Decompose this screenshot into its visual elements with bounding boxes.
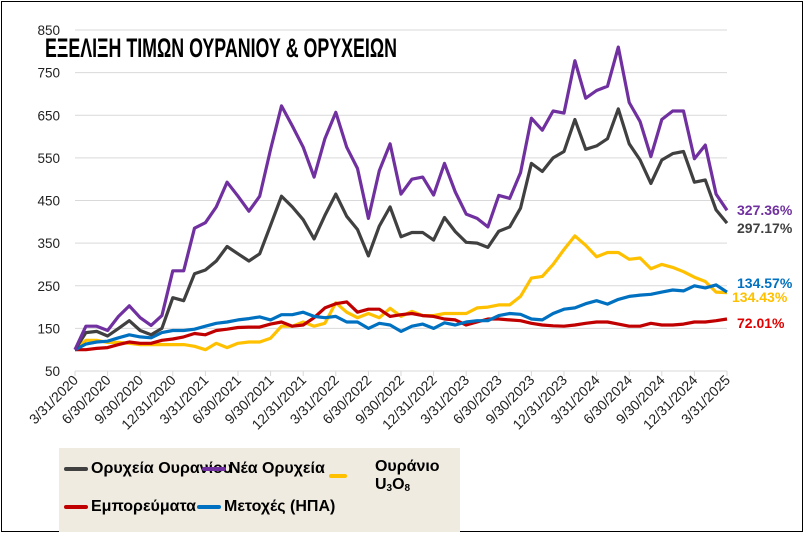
legend-swatch — [202, 467, 226, 471]
y-tick-label: 150 — [37, 321, 60, 336]
legend-label: Εμπορεύματα — [91, 498, 196, 515]
y-tick-label: 350 — [37, 236, 60, 251]
series-line — [74, 283, 728, 352]
end-value-labels: 297.17% 327.36% 134.43% 72.01% 134.57% — [732, 202, 793, 331]
series-line — [73, 45, 729, 351]
end-value-label: 134.57% — [737, 275, 793, 291]
gridlines — [75, 29, 727, 372]
y-axis: 850 750 650 550 450 350 250 150 50 — [37, 23, 60, 379]
chart-title: ΕΞΕΛΙΞΗ ΤΙΜΩΝ ΟΥΡΑΝΙΟΥ & ΟΡΥΧΕΙΩΝ — [45, 33, 397, 63]
legend-swatch — [197, 505, 221, 509]
series-line — [73, 107, 729, 351]
y-tick-label: 450 — [37, 194, 60, 209]
legend-swatch — [329, 474, 347, 478]
end-value-label: 327.36% — [737, 202, 793, 218]
end-value-label: 72.01% — [737, 315, 785, 331]
legend-label: Μετοχές (ΗΠΑ) — [224, 498, 336, 515]
legend-swatch — [64, 505, 88, 509]
y-tick-label: 850 — [37, 23, 60, 38]
legend-item-us-stocks: Μετοχές (ΗΠΑ) — [197, 498, 335, 516]
legend-label-subscript: 8 — [404, 483, 411, 494]
legend-swatch — [64, 467, 88, 471]
legend-label-subscript: 3 — [386, 483, 393, 494]
x-axis: 3/31/20206/30/20209/30/202012/31/20203/3… — [26, 371, 733, 433]
legend-label-text: Ουράνιο U — [374, 458, 440, 493]
y-tick-label: 750 — [37, 66, 60, 81]
legend-label: Ουράνιο U3O8 — [375, 458, 460, 494]
legend-label: Νέα Ορυχεία — [229, 460, 325, 477]
y-tick-label: 250 — [37, 279, 60, 294]
series-line — [73, 234, 728, 352]
series-lines — [73, 45, 729, 352]
legend-item-commodities: Εμπορεύματα — [64, 498, 196, 516]
y-tick-label: 650 — [37, 108, 60, 123]
legend-item-new-miners: Νέα Ορυχεία — [202, 460, 325, 478]
legend: Ορυχεία Ουρανίου Νέα Ορυχεία Ουράνιο U3O… — [59, 448, 460, 532]
end-value-label: 297.17% — [737, 220, 793, 236]
legend-item-uranium-miners: Ορυχεία Ουρανίου — [64, 460, 232, 478]
legend-label: Ορυχεία Ουρανίου — [91, 460, 233, 477]
legend-label-text: O — [392, 476, 405, 493]
end-value-label: 134.43% — [732, 289, 788, 305]
y-tick-label: 550 — [37, 151, 60, 166]
series-line — [75, 300, 728, 352]
legend-item-uranium-u3o8: Ουράνιο U3O8 — [329, 458, 460, 494]
y-tick-label: 50 — [45, 364, 60, 379]
